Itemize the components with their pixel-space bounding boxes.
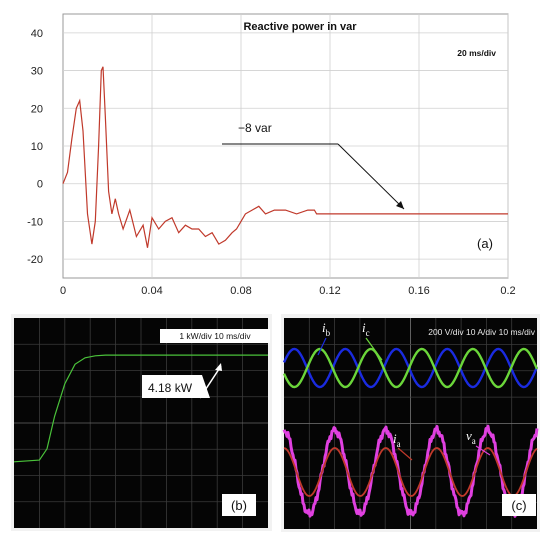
panel-c: 200 V/div 10 A/div 10 ms/div ib ic ia va (c… (281, 314, 540, 532)
x-tick-label: 0.2 (500, 285, 515, 297)
chart-title-a: Reactive power in var (243, 21, 357, 33)
y-tick-label: 0 (37, 179, 43, 191)
panel-label-box-b (222, 494, 256, 516)
series-label-ib: ib (322, 320, 331, 338)
y-tick-label: 20 (31, 103, 43, 115)
waveform-ia (283, 447, 538, 497)
y-tick-label: 40 (31, 28, 43, 40)
series-labels-c: ib ic ia va (317, 320, 491, 461)
panel-label-a: (a) (477, 236, 493, 251)
x-tick-label: 0.08 (230, 285, 251, 297)
panel-label-b: (b) (231, 498, 247, 513)
label-pointer (475, 445, 491, 456)
annotation-box-b (142, 375, 210, 398)
annotation-arrow-b (199, 365, 222, 399)
scale-text-c: 200 V/div 10 A/div 10 ms/div (428, 327, 536, 337)
x-tick-label: 0.12 (319, 285, 340, 297)
x-tick-label: 0.04 (141, 285, 162, 297)
y-tick-label: 30 (31, 66, 43, 78)
y-tick-label: -10 (27, 216, 43, 228)
series-label-ic: ic (362, 320, 370, 338)
grid-a (63, 14, 509, 278)
waveform-ic (282, 347, 539, 389)
panel-label-c: (c) (511, 498, 526, 513)
grid-b (14, 318, 268, 528)
label-pointer (365, 337, 383, 361)
scale-text-b: 1 kW/div 10 ms/div (179, 331, 251, 341)
panel-label-box-c (502, 494, 536, 516)
annotation-b: 4.18 kW (148, 381, 193, 395)
y-tick-label: -20 (27, 254, 43, 266)
series-label-ia: ia (393, 431, 401, 449)
power-trace (13, 354, 268, 463)
arrowhead-a (396, 201, 404, 209)
label-pointer (397, 447, 413, 461)
x-tick-label: 0.16 (408, 285, 429, 297)
grid-c (284, 318, 537, 529)
x-tick-label: 0 (60, 285, 66, 297)
ticks-a: 0 0.04 0.08 0.12 0.16 0.2 40 30 20 10 0 -10 -20 (27, 28, 516, 297)
reactive-power-line (62, 66, 508, 248)
annotation-a: −8 var (238, 121, 272, 135)
scale-text-a: 20 ms/div (457, 48, 496, 58)
label-pointer (317, 337, 327, 356)
panel-b: 1 kW/div 10 ms/div 4.18 kW (b) (11, 314, 272, 531)
waveform-ib (282, 347, 539, 389)
series-label-va: va (466, 428, 476, 446)
panel-a: 0 0.04 0.08 0.12 0.16 0.2 40 30 20 10 0 -10 -20 Reac… (27, 13, 516, 297)
waveform-va (282, 424, 539, 518)
waveforms-c (282, 347, 539, 518)
annotation-arrow-a (337, 143, 405, 210)
scale-box-b (160, 329, 270, 343)
y-tick-label: 10 (31, 141, 43, 153)
arrowhead-b (215, 363, 222, 371)
